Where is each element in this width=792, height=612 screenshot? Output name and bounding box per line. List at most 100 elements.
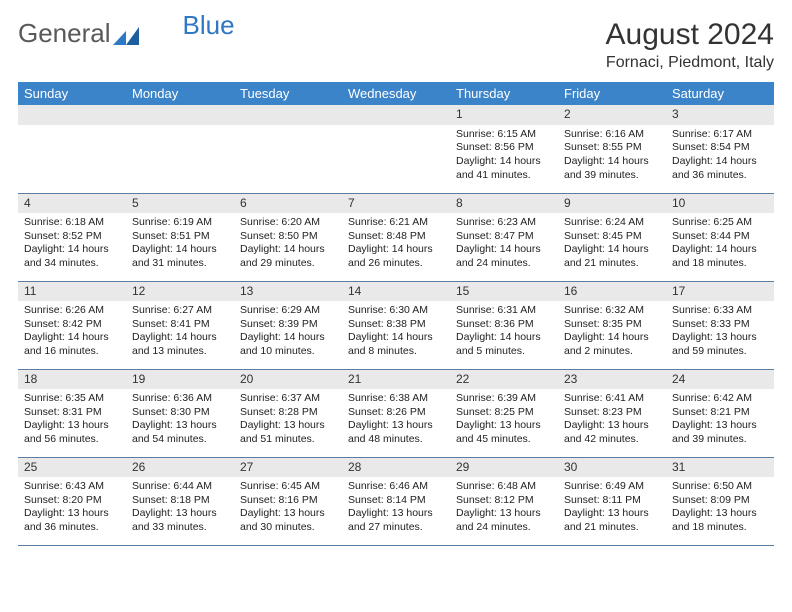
day-entry: Sunrise: 6:15 AMSunset: 8:56 PMDaylight:…: [450, 125, 558, 183]
entry-line: Sunset: 8:55 PM: [564, 141, 660, 155]
entry-line: Sunrise: 6:15 AM: [456, 128, 552, 142]
calendar-cell: 28Sunrise: 6:46 AMSunset: 8:14 PMDayligh…: [342, 457, 450, 545]
calendar-cell: 17Sunrise: 6:33 AMSunset: 8:33 PMDayligh…: [666, 281, 774, 369]
calendar-cell: 26Sunrise: 6:44 AMSunset: 8:18 PMDayligh…: [126, 457, 234, 545]
day-number: 27: [234, 458, 342, 478]
entry-line: and 21 minutes.: [564, 521, 660, 535]
day-entry: Sunrise: 6:46 AMSunset: 8:14 PMDaylight:…: [342, 477, 450, 535]
entry-line: Sunrise: 6:37 AM: [240, 392, 336, 406]
entry-line: Sunrise: 6:16 AM: [564, 128, 660, 142]
entry-line: Sunset: 8:52 PM: [24, 230, 120, 244]
entry-line: Daylight: 14 hours: [672, 155, 768, 169]
day-entry: Sunrise: 6:17 AMSunset: 8:54 PMDaylight:…: [666, 125, 774, 183]
entry-line: and 56 minutes.: [24, 433, 120, 447]
entry-line: Daylight: 13 hours: [672, 419, 768, 433]
location-text: Fornaci, Piedmont, Italy: [606, 54, 774, 72]
day-number: 25: [18, 458, 126, 478]
day-number-empty: [234, 105, 342, 125]
entry-line: Sunrise: 6:35 AM: [24, 392, 120, 406]
entry-line: Sunrise: 6:25 AM: [672, 216, 768, 230]
entry-line: Sunset: 8:41 PM: [132, 318, 228, 332]
day-entry: Sunrise: 6:32 AMSunset: 8:35 PMDaylight:…: [558, 301, 666, 359]
entry-line: Sunrise: 6:26 AM: [24, 304, 120, 318]
entry-line: and 59 minutes.: [672, 345, 768, 359]
day-entry: Sunrise: 6:41 AMSunset: 8:23 PMDaylight:…: [558, 389, 666, 447]
entry-line: Sunrise: 6:31 AM: [456, 304, 552, 318]
day-number: 20: [234, 370, 342, 390]
day-number: 10: [666, 194, 774, 214]
day-entry: Sunrise: 6:21 AMSunset: 8:48 PMDaylight:…: [342, 213, 450, 271]
entry-line: Sunset: 8:42 PM: [24, 318, 120, 332]
entry-line: Sunrise: 6:30 AM: [348, 304, 444, 318]
calendar-cell: [126, 105, 234, 193]
calendar-cell: 19Sunrise: 6:36 AMSunset: 8:30 PMDayligh…: [126, 369, 234, 457]
entry-line: Sunset: 8:11 PM: [564, 494, 660, 508]
entry-line: Sunrise: 6:41 AM: [564, 392, 660, 406]
day-entry: Sunrise: 6:50 AMSunset: 8:09 PMDaylight:…: [666, 477, 774, 535]
day-entry: Sunrise: 6:31 AMSunset: 8:36 PMDaylight:…: [450, 301, 558, 359]
calendar-cell: 4Sunrise: 6:18 AMSunset: 8:52 PMDaylight…: [18, 193, 126, 281]
entry-line: Sunrise: 6:19 AM: [132, 216, 228, 230]
entry-line: Sunset: 8:09 PM: [672, 494, 768, 508]
entry-line: and 51 minutes.: [240, 433, 336, 447]
logo-text-second: Blue: [183, 10, 235, 41]
entry-line: and 24 minutes.: [456, 257, 552, 271]
logo-text-first: General: [18, 18, 111, 49]
entry-line: Sunset: 8:38 PM: [348, 318, 444, 332]
entry-line: and 13 minutes.: [132, 345, 228, 359]
entry-line: Sunset: 8:23 PM: [564, 406, 660, 420]
entry-line: Sunrise: 6:27 AM: [132, 304, 228, 318]
entry-line: Sunset: 8:56 PM: [456, 141, 552, 155]
calendar-cell: 8Sunrise: 6:23 AMSunset: 8:47 PMDaylight…: [450, 193, 558, 281]
entry-line: Sunrise: 6:17 AM: [672, 128, 768, 142]
day-number: 3: [666, 105, 774, 125]
entry-line: Sunrise: 6:48 AM: [456, 480, 552, 494]
entry-line: Sunrise: 6:49 AM: [564, 480, 660, 494]
calendar-week: 18Sunrise: 6:35 AMSunset: 8:31 PMDayligh…: [18, 369, 774, 457]
day-entry: Sunrise: 6:26 AMSunset: 8:42 PMDaylight:…: [18, 301, 126, 359]
entry-line: Sunset: 8:14 PM: [348, 494, 444, 508]
entry-line: and 8 minutes.: [348, 345, 444, 359]
entry-line: Daylight: 14 hours: [132, 331, 228, 345]
entry-line: and 34 minutes.: [24, 257, 120, 271]
entry-line: Sunset: 8:50 PM: [240, 230, 336, 244]
entry-line: Daylight: 14 hours: [456, 243, 552, 257]
day-number: 14: [342, 282, 450, 302]
day-number: 17: [666, 282, 774, 302]
entry-line: and 31 minutes.: [132, 257, 228, 271]
calendar-cell: 23Sunrise: 6:41 AMSunset: 8:23 PMDayligh…: [558, 369, 666, 457]
entry-line: and 39 minutes.: [672, 433, 768, 447]
entry-line: Sunrise: 6:43 AM: [24, 480, 120, 494]
day-entry: Sunrise: 6:49 AMSunset: 8:11 PMDaylight:…: [558, 477, 666, 535]
entry-line: Sunset: 8:16 PM: [240, 494, 336, 508]
entry-line: Daylight: 14 hours: [672, 243, 768, 257]
day-number: 16: [558, 282, 666, 302]
entry-line: Sunrise: 6:44 AM: [132, 480, 228, 494]
calendar-cell: 27Sunrise: 6:45 AMSunset: 8:16 PMDayligh…: [234, 457, 342, 545]
calendar-cell: 3Sunrise: 6:17 AMSunset: 8:54 PMDaylight…: [666, 105, 774, 193]
day-number: 24: [666, 370, 774, 390]
day-entry: Sunrise: 6:37 AMSunset: 8:28 PMDaylight:…: [234, 389, 342, 447]
entry-line: Daylight: 13 hours: [456, 507, 552, 521]
calendar-cell: 22Sunrise: 6:39 AMSunset: 8:25 PMDayligh…: [450, 369, 558, 457]
entry-line: Sunset: 8:54 PM: [672, 141, 768, 155]
day-number: 12: [126, 282, 234, 302]
entry-line: Daylight: 13 hours: [240, 507, 336, 521]
entry-line: Sunrise: 6:21 AM: [348, 216, 444, 230]
day-number: 1: [450, 105, 558, 125]
entry-line: Daylight: 13 hours: [348, 507, 444, 521]
day-number: 6: [234, 194, 342, 214]
entry-line: and 21 minutes.: [564, 257, 660, 271]
entry-line: Sunrise: 6:46 AM: [348, 480, 444, 494]
calendar-cell: [18, 105, 126, 193]
calendar-cell: 21Sunrise: 6:38 AMSunset: 8:26 PMDayligh…: [342, 369, 450, 457]
day-entry: Sunrise: 6:43 AMSunset: 8:20 PMDaylight:…: [18, 477, 126, 535]
entry-line: Sunset: 8:30 PM: [132, 406, 228, 420]
entry-line: Sunrise: 6:23 AM: [456, 216, 552, 230]
day-entry: Sunrise: 6:25 AMSunset: 8:44 PMDaylight:…: [666, 213, 774, 271]
entry-line: Sunset: 8:45 PM: [564, 230, 660, 244]
day-number: 13: [234, 282, 342, 302]
day-entry: Sunrise: 6:38 AMSunset: 8:26 PMDaylight:…: [342, 389, 450, 447]
entry-line: and 39 minutes.: [564, 169, 660, 183]
entry-line: Daylight: 14 hours: [240, 331, 336, 345]
